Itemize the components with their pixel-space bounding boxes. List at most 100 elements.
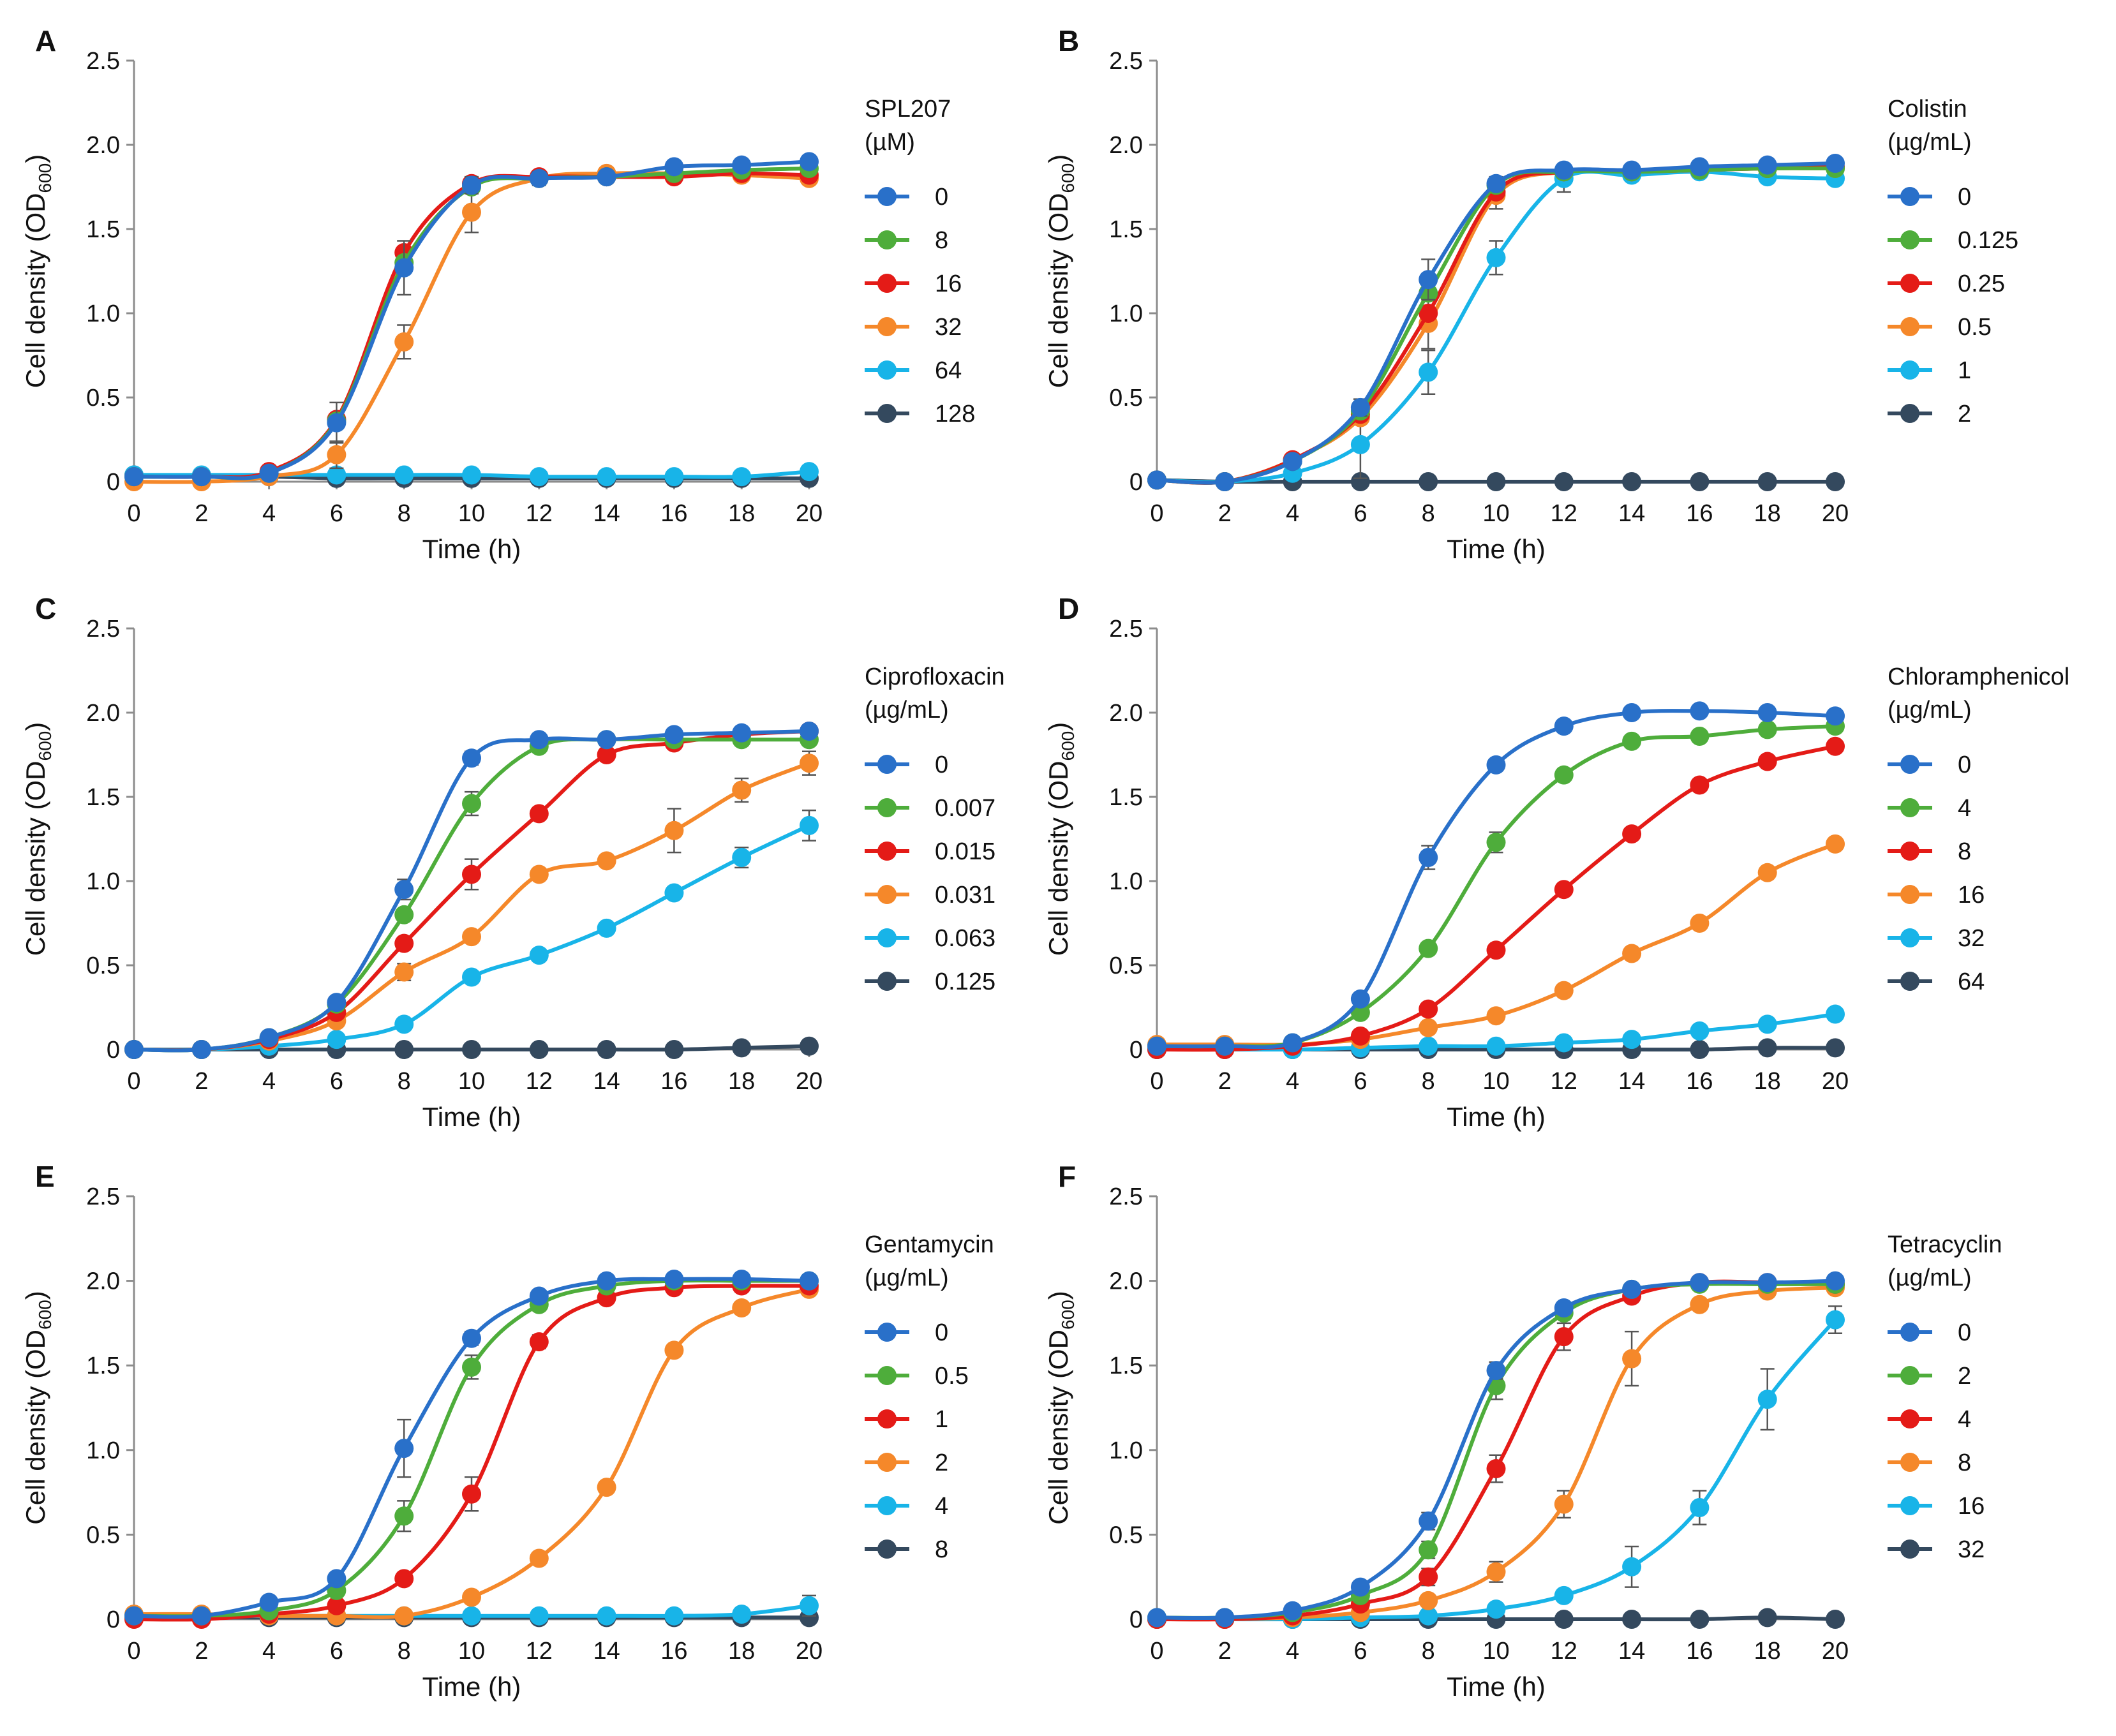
data-point xyxy=(124,467,144,487)
x-tick-label: 16 xyxy=(1686,1638,1713,1665)
data-point xyxy=(597,1271,616,1291)
data-point xyxy=(1826,1610,1845,1629)
data-point xyxy=(664,467,684,487)
data-point xyxy=(529,1040,549,1059)
y-tick-label: 2.0 xyxy=(86,1268,120,1295)
legend-swatch-marker xyxy=(877,404,897,423)
data-point xyxy=(462,465,481,485)
data-point xyxy=(529,1286,549,1306)
data-point xyxy=(1419,1606,1438,1626)
y-axis-title-subscript: 600 xyxy=(1058,731,1078,761)
data-point xyxy=(462,1040,481,1059)
data-point xyxy=(1486,1599,1506,1619)
x-tick-label: 8 xyxy=(398,1068,411,1095)
data-point xyxy=(529,946,549,965)
data-point xyxy=(259,463,279,483)
x-tick-label: 2 xyxy=(195,1638,208,1665)
y-axis-title-main: Cell density (OD xyxy=(1043,1330,1073,1525)
legend-title: SPL207 xyxy=(865,96,951,122)
y-axis-title-close: ) xyxy=(20,154,50,163)
x-tick-label: 8 xyxy=(398,500,411,527)
legend-entry-label: 64 xyxy=(935,357,962,384)
x-tick-label: 4 xyxy=(1286,1638,1299,1665)
legend-entry-label: 0.5 xyxy=(1958,314,1992,341)
data-point xyxy=(394,962,414,982)
data-point xyxy=(529,467,549,487)
data-point xyxy=(1486,755,1506,775)
x-tick-label: 2 xyxy=(195,500,208,527)
series-line xyxy=(1155,161,1837,485)
data-point xyxy=(1486,1562,1506,1582)
y-axis-title-subscript: 600 xyxy=(35,163,55,193)
legend-swatch-marker xyxy=(1900,187,1919,206)
data-point xyxy=(597,167,616,187)
legend-entry-label: 1 xyxy=(1958,357,1971,384)
panel-label: B xyxy=(1058,24,1079,57)
y-axis-title: Cell density (OD600) xyxy=(1043,722,1078,956)
data-point xyxy=(732,723,752,743)
data-point xyxy=(800,815,819,835)
legend-swatch-marker xyxy=(1900,1453,1919,1472)
legend-entry-label: 0.5 xyxy=(935,1363,969,1390)
x-tick-label: 2 xyxy=(1218,500,1232,527)
data-point xyxy=(1554,981,1574,1000)
x-tick-label: 0 xyxy=(1150,1638,1163,1665)
x-axis-title: Time (h) xyxy=(422,1672,521,1702)
data-point xyxy=(800,1596,819,1615)
legend-swatch-marker xyxy=(877,1453,897,1472)
x-tick-label: 4 xyxy=(262,1638,276,1665)
data-point xyxy=(800,753,819,773)
legend-unit: (µg/mL) xyxy=(1888,129,1972,156)
y-tick-label: 0 xyxy=(1129,1606,1143,1633)
legend-swatch-marker xyxy=(877,885,897,904)
data-point xyxy=(664,1606,684,1626)
legend-swatch-marker xyxy=(1900,404,1919,423)
data-point xyxy=(1690,701,1710,721)
x-tick-label: 4 xyxy=(1286,1068,1299,1095)
legend-swatch-marker xyxy=(877,187,897,206)
x-tick-label: 6 xyxy=(330,500,343,527)
legend-swatch-marker xyxy=(1900,755,1919,774)
series-0_5 xyxy=(124,1271,819,1626)
data-point xyxy=(462,864,481,884)
x-tick-label: 4 xyxy=(1286,500,1299,527)
data-point xyxy=(1826,1004,1845,1024)
data-point xyxy=(1690,914,1710,933)
x-tick-label: 18 xyxy=(1754,1638,1781,1665)
legend-entry-label: 0.063 xyxy=(935,925,995,952)
x-tick-label: 14 xyxy=(593,500,620,527)
data-point xyxy=(394,1014,414,1034)
data-point xyxy=(394,1040,414,1059)
data-point xyxy=(394,905,414,924)
series-line xyxy=(1155,166,1837,485)
legend-title: Ciprofloxacin xyxy=(865,664,1005,690)
legend-entry-label: 0.125 xyxy=(935,968,995,995)
data-point xyxy=(1622,1557,1642,1576)
data-point xyxy=(597,1606,616,1626)
y-tick-label: 1.0 xyxy=(86,1437,120,1464)
x-tick-label: 12 xyxy=(1551,1638,1577,1665)
data-point xyxy=(597,1478,616,1497)
x-tick-label: 10 xyxy=(458,1068,485,1095)
series-line xyxy=(1155,1279,1837,1621)
data-point xyxy=(800,152,819,172)
x-tick-label: 16 xyxy=(1686,1068,1713,1095)
x-tick-label: 8 xyxy=(1422,1638,1435,1665)
data-point xyxy=(732,467,752,487)
x-tick-label: 20 xyxy=(1822,500,1849,527)
legend-entry-label: 2 xyxy=(1958,1363,1971,1390)
data-point xyxy=(1757,1608,1777,1628)
data-point xyxy=(1622,160,1642,180)
y-axis-title: Cell density (OD600) xyxy=(1043,1291,1078,1524)
data-point xyxy=(1350,472,1370,491)
data-point xyxy=(1147,470,1166,490)
data-point xyxy=(1419,472,1438,491)
legend-entry-label: 4 xyxy=(935,1493,948,1520)
data-point xyxy=(1554,765,1574,785)
panel-label: E xyxy=(35,1160,55,1193)
x-tick-label: 0 xyxy=(1150,500,1163,527)
data-point xyxy=(1757,1273,1777,1293)
x-tick-label: 8 xyxy=(1422,500,1435,527)
x-axis-title: Time (h) xyxy=(422,1102,521,1132)
